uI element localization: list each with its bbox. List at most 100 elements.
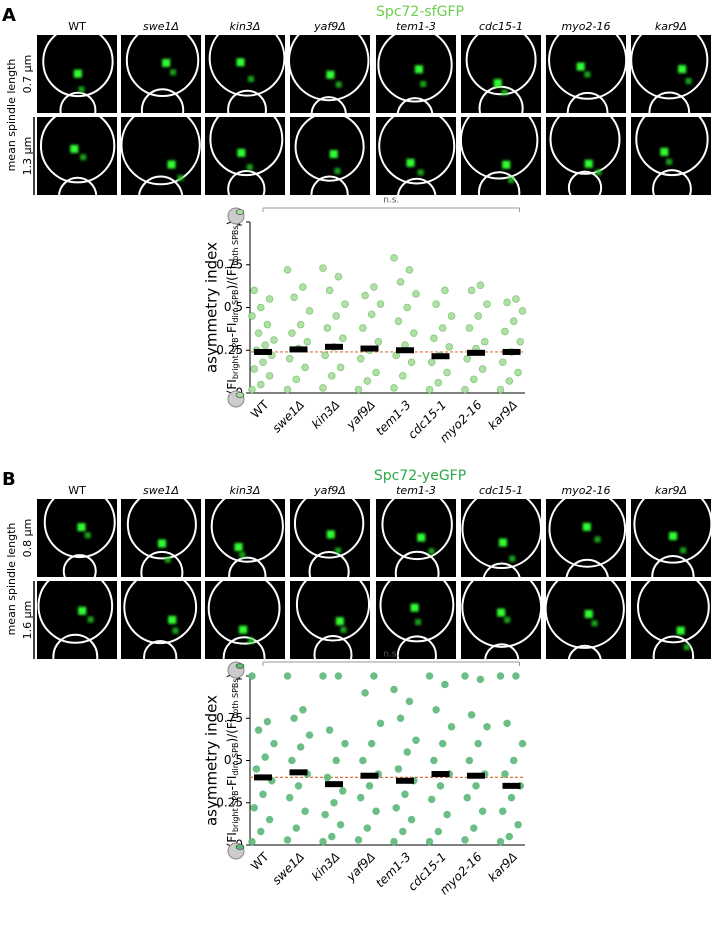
- data-point: [436, 782, 445, 790]
- data-point: [359, 324, 367, 332]
- data-point: [325, 286, 334, 295]
- data-point: [501, 327, 509, 336]
- data-point: [390, 254, 398, 262]
- micrograph: [546, 499, 626, 577]
- mother-outline: [381, 499, 453, 561]
- micrograph: [205, 581, 285, 659]
- data-point: [496, 385, 505, 394]
- data-point: [305, 307, 314, 315]
- data-point: [470, 375, 478, 384]
- y-tick-label: 0.25: [216, 343, 243, 357]
- strain-label: tem1-3: [396, 20, 436, 33]
- x-tick-label: kar9Δ: [485, 850, 520, 885]
- spb-dim: [80, 154, 87, 161]
- data-point: [434, 827, 443, 836]
- data-point: [401, 790, 409, 799]
- bud-outline: [140, 550, 184, 577]
- mother-outline: [294, 117, 365, 182]
- data-point: [476, 281, 485, 290]
- formula-part: )/(FI: [225, 266, 239, 290]
- micrograph: [376, 581, 456, 659]
- bud-outline: [477, 171, 521, 195]
- micrograph: [546, 35, 626, 113]
- strain-label: yaf9Δ: [313, 20, 346, 33]
- image-bg: [461, 499, 541, 577]
- bud-outline: [308, 551, 350, 577]
- data-point: [336, 820, 345, 829]
- y-tick-label: 0.25: [216, 795, 243, 809]
- cell: [461, 117, 539, 195]
- data-point: [407, 358, 416, 366]
- spb-bright: [410, 603, 419, 612]
- cell: [293, 499, 365, 577]
- data-point: [405, 266, 414, 274]
- spb-dim: [508, 177, 515, 184]
- micrograph: [290, 117, 370, 195]
- spb-dim: [78, 86, 85, 93]
- spb-bright: [237, 148, 246, 157]
- data-point: [410, 329, 418, 337]
- spb-dim: [334, 167, 341, 174]
- image-bg: [631, 35, 711, 113]
- data-point: [328, 832, 336, 841]
- spb-icon: [235, 663, 245, 669]
- bud-outline: [396, 635, 437, 659]
- data-point: [392, 804, 400, 812]
- mother-outline: [42, 35, 114, 98]
- data-point: [438, 324, 447, 332]
- data-point: [270, 336, 278, 344]
- x-tick-label: WT: [248, 397, 272, 421]
- panel-label: B: [2, 469, 16, 490]
- data-point: [285, 793, 294, 802]
- bud-outline: [482, 562, 521, 577]
- data-point: [319, 837, 327, 846]
- data-point: [441, 286, 449, 295]
- spb-dim: [591, 620, 598, 627]
- spb-bright: [576, 62, 585, 71]
- spb-dim: [335, 81, 342, 88]
- micrograph: [121, 35, 201, 113]
- data-point: [288, 329, 296, 337]
- image-bg: [461, 35, 541, 113]
- bud-outline: [227, 89, 267, 113]
- mother-outline: [210, 499, 284, 563]
- bud-outline: [565, 558, 609, 577]
- micrograph: [205, 499, 285, 577]
- data-point: [332, 312, 340, 320]
- data-point: [481, 337, 489, 346]
- data-point: [467, 711, 476, 719]
- mother-outline: [207, 581, 281, 645]
- spb-bright: [414, 65, 423, 74]
- cell: [635, 117, 709, 195]
- mother-outline: [209, 117, 284, 177]
- strain-label: kar9Δ: [655, 484, 687, 497]
- data-point: [283, 266, 292, 274]
- cell: [295, 581, 370, 659]
- data-point: [248, 837, 256, 846]
- data-point: [503, 298, 511, 307]
- data-point: [425, 837, 434, 846]
- cell: [546, 581, 625, 659]
- cell: [42, 35, 114, 113]
- data-point: [396, 714, 405, 722]
- spb-bright: [326, 70, 335, 79]
- spb-bright: [70, 144, 79, 153]
- y-axis-formula: (FIbright SPB-FIdim SPB)/(FIboth SPBs): [225, 221, 240, 395]
- data-point: [299, 706, 307, 714]
- data-point: [463, 793, 471, 802]
- image-bg: [205, 35, 285, 113]
- spb-bright: [497, 608, 506, 617]
- micrograph: [290, 581, 370, 659]
- cell: [377, 35, 453, 113]
- data-point: [501, 770, 509, 778]
- data-point: [474, 312, 482, 320]
- data-point: [514, 368, 522, 377]
- cell: [461, 581, 541, 659]
- mother-outline: [37, 581, 114, 644]
- data-point: [259, 790, 267, 799]
- x-tick-label: kin3Δ: [309, 850, 343, 884]
- data-point: [512, 295, 520, 303]
- data-point: [461, 672, 469, 680]
- micrograph: [631, 581, 711, 659]
- mother-outline: [549, 117, 621, 175]
